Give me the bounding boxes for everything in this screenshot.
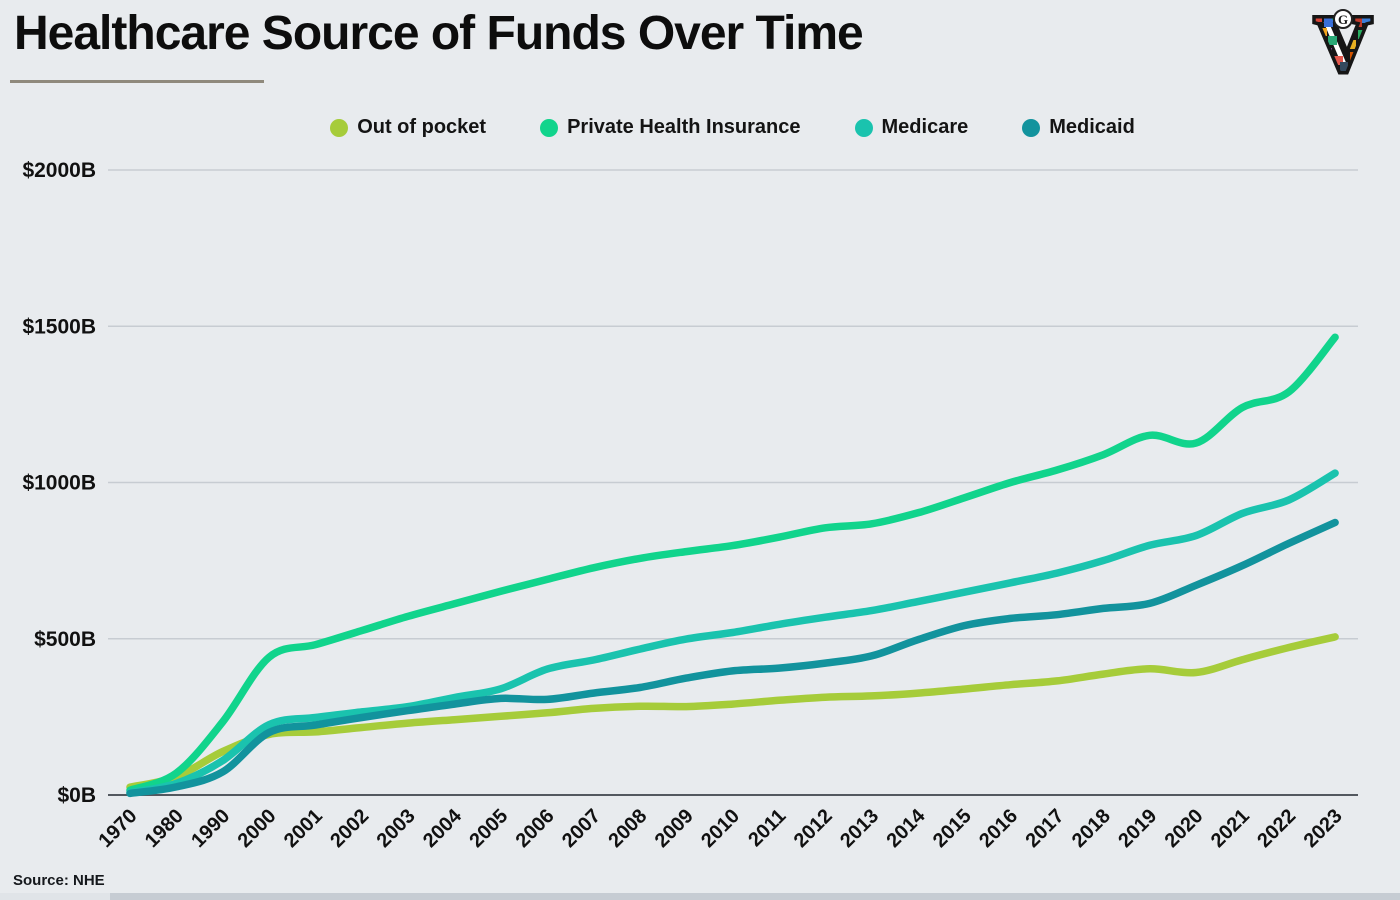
v-logo-icon: V V G [1311,0,1374,91]
x-tick-label: 2022 [1253,805,1300,852]
legend-label-out-of-pocket: Out of pocket [357,116,487,138]
brand-logo: V V G [1306,0,1380,91]
x-tick-label: 2007 [558,805,605,852]
legend-item-private-health-insurance: Private Health Insurance [540,116,801,139]
x-tick-label: 2021 [1207,805,1254,852]
series-line-out-of-pocket [126,633,1339,791]
x-tick-label: 1990 [187,805,234,852]
x-tick-label: 2019 [1114,805,1161,852]
x-tick-label: 1980 [141,805,188,852]
series-line-private-health-insurance [126,333,1339,795]
y-tick-label: $500B [34,628,96,651]
x-tick-label: 2009 [651,805,698,852]
x-tick-label: 2000 [234,805,281,852]
x-tick-label: 2016 [975,805,1022,852]
horizontal-scrollbar [0,893,1400,900]
x-tick-label: 2003 [373,805,420,852]
y-tick-label: $2000B [22,159,96,182]
source-note: Source: NHE [13,872,105,889]
y-tick-label: $1500B [22,315,96,338]
series-line-medicare [126,469,1339,797]
legend-dot-medicaid [1022,118,1041,137]
x-tick-label: 2012 [790,805,837,852]
x-tick-label: 2002 [326,805,373,852]
x-tick-label: 2005 [465,805,512,852]
x-tick-label: 2014 [882,804,930,852]
legend-dot-private-health-insurance [540,118,559,137]
x-tick-label: 2010 [697,805,744,852]
legend-dot-out-of-pocket [330,118,349,137]
logo-badge-circle [1333,9,1353,29]
legend-dot-medicare [854,118,873,137]
legend-label-medicaid: Medicaid [1049,116,1135,138]
x-tick-label: 2013 [836,805,883,852]
legend-label-private-health-insurance: Private Health Insurance [567,116,801,138]
x-tick-label: 2023 [1300,805,1347,852]
legend-label-medicare: Medicare [881,116,969,138]
x-tick-label: 2018 [1068,805,1115,852]
x-tick-label: 2011 [744,805,790,851]
x-tick-label: 2004 [419,804,467,852]
x-tick-label: 2001 [280,805,327,852]
title-underline [10,80,264,83]
x-tick-label: 2015 [929,805,976,852]
y-tick-label: $1000B [22,472,96,495]
scrollbar-thumb[interactable] [110,893,1400,900]
series-line-medicaid [126,518,1339,798]
page-title: Healthcare Source of Funds Over Time [14,7,864,60]
x-tick-label: 2008 [604,805,651,852]
logo-badge-letter: G [1338,12,1348,27]
legend-item-out-of-pocket: Out of pocket [330,116,486,139]
legend-item-medicaid: Medicaid [1022,116,1135,139]
chart-legend: Out of pocket Private Health Insurance Med… [110,116,1355,139]
x-tick-label: 1970 [95,805,142,852]
x-tick-label: 2017 [1022,805,1069,852]
x-tick-label: 2020 [1161,805,1208,852]
legend-item-medicare: Medicare [854,116,969,139]
x-tick-label: 2006 [512,805,559,852]
y-tick-label: $0B [57,784,96,807]
